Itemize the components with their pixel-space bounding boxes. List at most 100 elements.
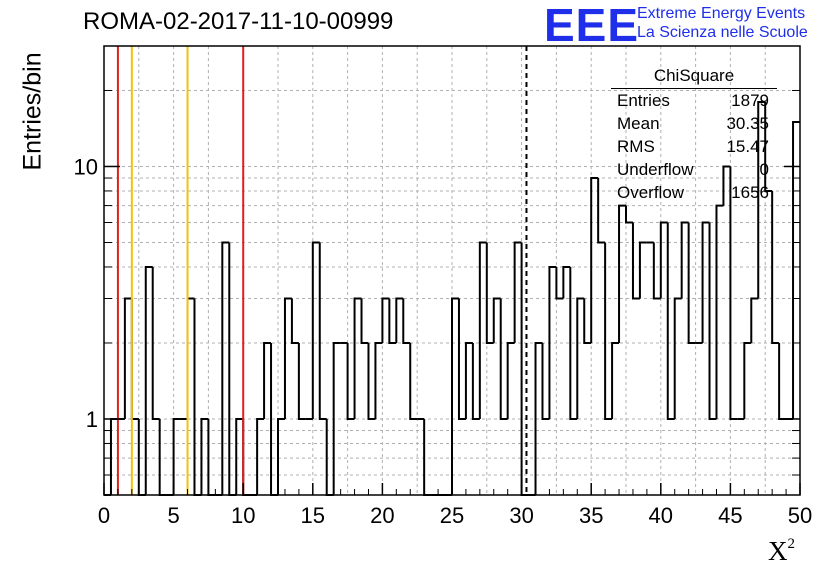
histogram-bin bbox=[478, 241, 487, 419]
histogram-bin bbox=[367, 342, 376, 420]
stats-box: ChiSquare Entries 1879 Mean 30.35 RMS 15.47… bbox=[611, 66, 777, 204]
histogram-bin bbox=[548, 265, 557, 419]
histogram-bin bbox=[590, 177, 599, 343]
stats-value: 30.35 bbox=[726, 114, 769, 133]
stats-row-mean: Mean 30.35 bbox=[611, 112, 777, 135]
histogram-bin bbox=[673, 297, 682, 419]
x-tick-label: 30 bbox=[509, 503, 533, 528]
stats-value: 1656 bbox=[731, 183, 769, 202]
histogram-bin bbox=[583, 298, 592, 344]
logo-line-2: La Scienza nelle Scuole bbox=[637, 24, 808, 41]
x-tick-label: 15 bbox=[301, 503, 325, 528]
stats-row-overflow: Overflow 1656 bbox=[611, 181, 777, 204]
chart-title: ROMA-02-2017-11-10-00999 bbox=[83, 8, 394, 35]
histogram-bin bbox=[186, 297, 195, 419]
stats-label: Entries bbox=[617, 91, 670, 110]
histogram-bin bbox=[311, 241, 320, 419]
histogram-bin bbox=[235, 417, 244, 495]
x-tick-label: 35 bbox=[579, 503, 603, 528]
histogram-bin bbox=[541, 342, 550, 420]
histogram-bin bbox=[228, 242, 237, 496]
y-axis-label: Entries/bin bbox=[18, 52, 47, 171]
histogram-bin bbox=[221, 241, 230, 495]
histogram-bin bbox=[597, 178, 606, 244]
histogram-bin bbox=[625, 205, 633, 224]
y-tick-label: 1 bbox=[86, 407, 98, 432]
histogram-bin bbox=[492, 297, 501, 343]
histogram-bin bbox=[395, 297, 404, 343]
histogram-bin bbox=[388, 298, 397, 344]
histogram-bin bbox=[332, 341, 341, 495]
histogram-bin bbox=[277, 417, 285, 495]
histogram-bin bbox=[123, 297, 132, 419]
histogram-bin bbox=[451, 297, 459, 495]
histogram-bin bbox=[729, 166, 738, 420]
x-tick-label: 10 bbox=[231, 503, 255, 528]
histogram-bin bbox=[680, 221, 689, 299]
histogram-bin bbox=[263, 341, 272, 419]
stats-label: RMS bbox=[617, 137, 655, 156]
x-axis-label-text: X bbox=[768, 536, 788, 566]
histogram-bin bbox=[576, 297, 585, 419]
stats-row-underflow: Underflow 0 bbox=[611, 158, 777, 181]
histogram-bin bbox=[534, 341, 543, 495]
x-tick-label: 40 bbox=[649, 503, 673, 528]
stats-value: 0 bbox=[759, 160, 769, 179]
x-tick-label: 0 bbox=[98, 503, 110, 528]
histogram-bin bbox=[722, 165, 731, 206]
y-tick-label: 10 bbox=[74, 154, 98, 179]
stats-row-rms: RMS 15.47 bbox=[611, 135, 777, 158]
histogram-bin bbox=[172, 417, 181, 495]
histogram-bin bbox=[659, 221, 668, 299]
logo-line-1: Extreme Energy Events bbox=[637, 5, 806, 22]
histogram-bin bbox=[743, 341, 752, 419]
histogram-bin bbox=[666, 222, 675, 420]
histogram-bin bbox=[464, 341, 473, 419]
histogram-bin bbox=[638, 241, 647, 299]
histogram-bin bbox=[611, 341, 620, 419]
stats-label: Underflow bbox=[617, 160, 694, 179]
histogram-bin bbox=[652, 242, 661, 300]
histogram-bin bbox=[792, 121, 800, 419]
histogram-bin bbox=[778, 342, 787, 420]
histogram-bin bbox=[701, 221, 710, 343]
x-tick-label: 25 bbox=[440, 503, 464, 528]
histogram-bin bbox=[200, 417, 209, 495]
histogram-bin bbox=[708, 222, 717, 420]
histogram-bin bbox=[193, 298, 202, 496]
eee-logo: EEE bbox=[544, 0, 640, 51]
histogram-bin bbox=[144, 265, 153, 495]
histogram-bin bbox=[715, 204, 724, 419]
histogram-bin bbox=[151, 266, 160, 420]
histogram-bin bbox=[757, 101, 766, 299]
histogram-bin bbox=[360, 298, 369, 344]
x-axis-label-superscript: 2 bbox=[787, 536, 796, 552]
histogram-bin bbox=[471, 342, 480, 420]
x-tick-label: 50 bbox=[788, 503, 812, 528]
histogram-bin bbox=[346, 342, 355, 420]
x-tick-label: 45 bbox=[718, 503, 742, 528]
histogram-bin bbox=[631, 222, 640, 300]
histogram-bin bbox=[256, 417, 265, 495]
histogram-bin bbox=[318, 242, 327, 420]
histogram-bin bbox=[499, 298, 508, 420]
stats-row-entries: Entries 1879 bbox=[611, 89, 777, 112]
histogram-bin bbox=[520, 242, 529, 496]
histogram-bin bbox=[555, 266, 564, 300]
histogram-bin bbox=[604, 242, 613, 420]
histogram-bin bbox=[402, 298, 411, 344]
histogram-bin bbox=[485, 242, 494, 344]
histogram-bin bbox=[283, 297, 292, 419]
stats-value: 15.47 bbox=[726, 137, 769, 156]
histogram-bin bbox=[130, 298, 139, 420]
reference-lines bbox=[116, 46, 528, 495]
x-tick-label: 20 bbox=[370, 503, 394, 528]
histogram-bin bbox=[457, 298, 466, 420]
histogram-bin bbox=[297, 342, 306, 420]
axes: 0 5 10 15 20 25 30 35 40 45 50 1 10 bbox=[74, 45, 812, 528]
stats-title: ChiSquare bbox=[611, 66, 777, 89]
stats-label: Overflow bbox=[617, 183, 685, 202]
histogram-bin bbox=[771, 190, 780, 344]
logo-text: Extreme Energy Events La Scienza nelle S… bbox=[637, 4, 808, 42]
